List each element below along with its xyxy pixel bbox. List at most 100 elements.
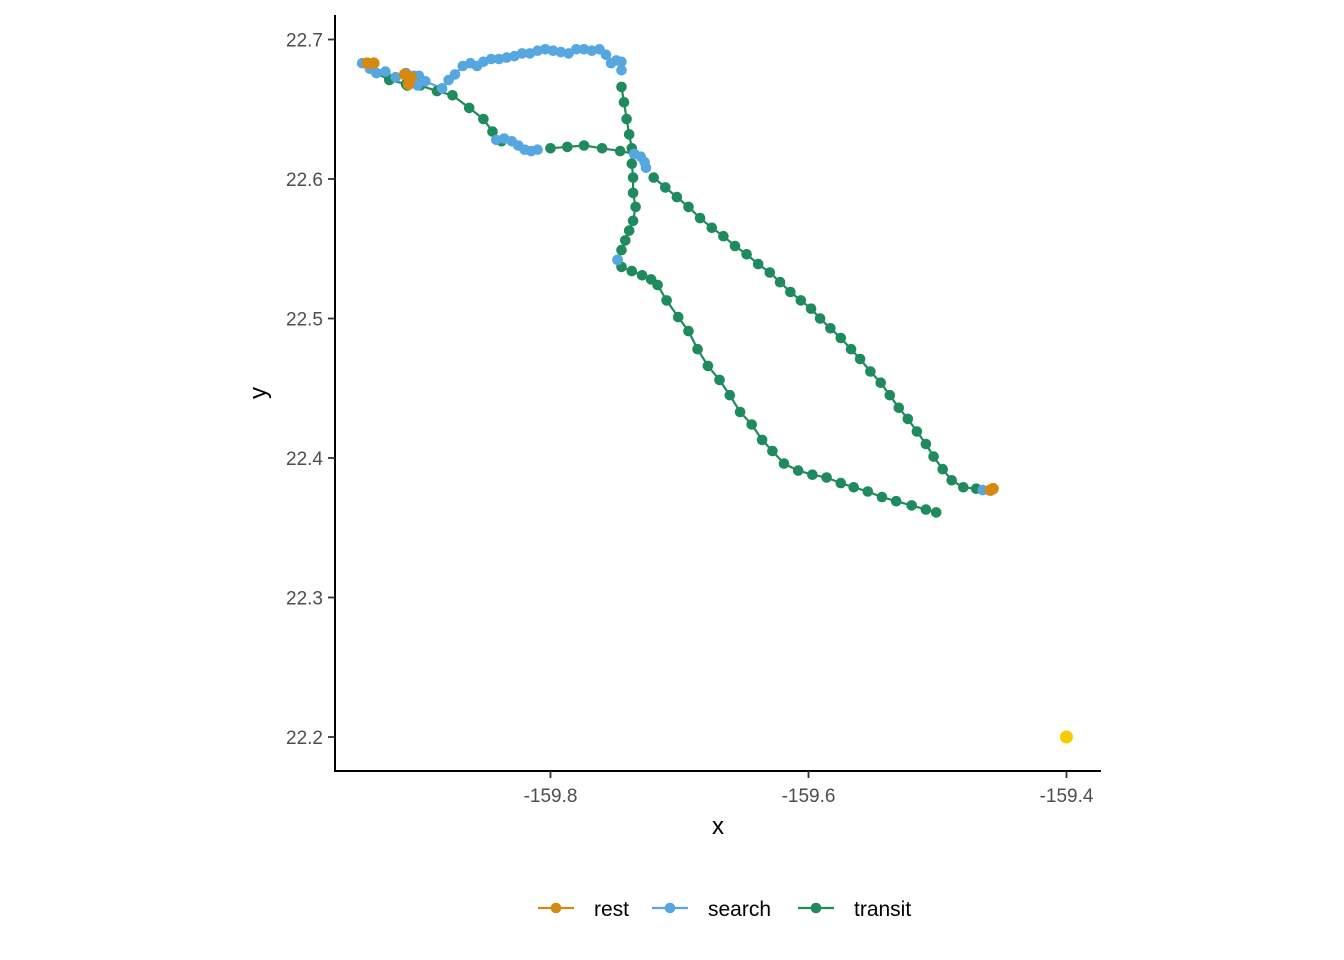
- transit-point: [683, 201, 694, 213]
- y-tick-label: 22.2: [286, 728, 323, 749]
- transit-point: [767, 445, 778, 457]
- y-tick-label: 22.6: [286, 170, 323, 191]
- transit-point: [835, 477, 847, 489]
- transit-point: [848, 482, 859, 493]
- transit-point: [807, 469, 818, 481]
- transit-point: [630, 201, 641, 213]
- legend: rest search transit: [538, 898, 911, 921]
- transit-point: [920, 504, 932, 515]
- transit-point: [672, 311, 684, 323]
- search-point: [390, 71, 402, 83]
- rest-point: [402, 78, 415, 90]
- transit-point: [718, 230, 729, 242]
- legend-item-search: search: [652, 898, 771, 921]
- transit-point: [845, 343, 857, 355]
- transit-point: [854, 353, 866, 365]
- search-point: [532, 144, 543, 155]
- y-tick-label: 22.4: [286, 449, 323, 470]
- transit-point: [618, 97, 630, 108]
- transit-point: [626, 158, 638, 169]
- rest-point: [368, 57, 380, 69]
- highlight-point: [1060, 730, 1073, 744]
- transit-point: [902, 413, 914, 425]
- transit-point: [734, 406, 746, 418]
- search-point: [612, 254, 623, 266]
- transit-point: [627, 215, 639, 227]
- y-axis-title: y: [245, 387, 272, 399]
- transit-point: [835, 332, 847, 344]
- transit-line: [621, 265, 937, 514]
- transit-point: [906, 500, 917, 511]
- transit-point: [692, 343, 703, 355]
- transit-point: [778, 458, 790, 469]
- y-tick-label: 22.7: [286, 31, 323, 52]
- y-tick-label: 22.5: [286, 310, 323, 331]
- x-ticks: -159.8 -159.6 -159.4: [524, 771, 1094, 807]
- transit-point: [694, 212, 706, 224]
- transit-point: [478, 113, 489, 125]
- transit-point: [614, 145, 626, 157]
- transit-point: [621, 113, 632, 125]
- transit-point: [756, 434, 768, 446]
- legend-label: search: [708, 898, 771, 921]
- search-point: [412, 80, 423, 91]
- legend-label: transit: [854, 898, 911, 921]
- transit-point: [447, 90, 458, 101]
- transit-point: [741, 249, 752, 260]
- transit-point: [578, 140, 590, 151]
- transit-point: [746, 419, 757, 430]
- transit-point: [627, 172, 639, 183]
- transit-point: [875, 377, 886, 389]
- x-tick-label: -159.6: [782, 786, 836, 807]
- x-tick-label: -159.4: [1040, 786, 1094, 807]
- legend-key-point: [550, 902, 562, 914]
- transit-point: [752, 258, 764, 270]
- transit-point: [937, 463, 948, 475]
- transit-point: [627, 187, 639, 199]
- transit-point: [724, 389, 736, 401]
- search-point: [371, 67, 382, 79]
- transit-point: [648, 172, 659, 183]
- search-point: [640, 162, 652, 174]
- legend-key-point: [664, 902, 676, 914]
- transit-point: [729, 240, 741, 252]
- transit-point: [623, 129, 635, 140]
- transit-point: [596, 143, 608, 154]
- transit-point: [652, 279, 663, 291]
- search-point: [436, 83, 448, 94]
- search-point: [616, 56, 627, 68]
- transit-line: [375, 72, 503, 143]
- transit-point: [890, 495, 902, 507]
- transit-point: [774, 276, 786, 288]
- transit-point: [623, 225, 635, 236]
- search-point: [571, 44, 582, 55]
- transit-point: [814, 313, 826, 324]
- search-point: [420, 76, 431, 87]
- search-point: [516, 48, 528, 59]
- legend-label: rest: [594, 898, 629, 921]
- transit-point: [958, 482, 969, 493]
- transit-point: [671, 191, 683, 203]
- transit-point: [893, 402, 905, 414]
- transit-point: [946, 475, 957, 486]
- transit-point: [792, 465, 804, 476]
- transit-point: [764, 267, 776, 278]
- search-point: [555, 46, 567, 58]
- transit-point: [706, 222, 718, 234]
- legend-item-transit: transit: [798, 898, 911, 921]
- transit-point: [661, 295, 672, 306]
- transit-point: [626, 265, 638, 277]
- y-ticks: 22.2 22.3 22.4 22.5 22.6 22.7: [286, 31, 335, 749]
- transit-point: [930, 507, 942, 518]
- search-point: [449, 69, 461, 80]
- plot-panel: [356, 44, 1073, 744]
- transit-point: [862, 486, 874, 497]
- search-point: [600, 49, 612, 61]
- transit-point: [821, 472, 832, 483]
- transit-point: [616, 244, 627, 256]
- transit-point: [805, 303, 817, 315]
- legend-key-point: [810, 902, 822, 914]
- search-point: [616, 64, 627, 76]
- y-tick-label: 22.3: [286, 589, 323, 610]
- transit-point: [636, 270, 648, 281]
